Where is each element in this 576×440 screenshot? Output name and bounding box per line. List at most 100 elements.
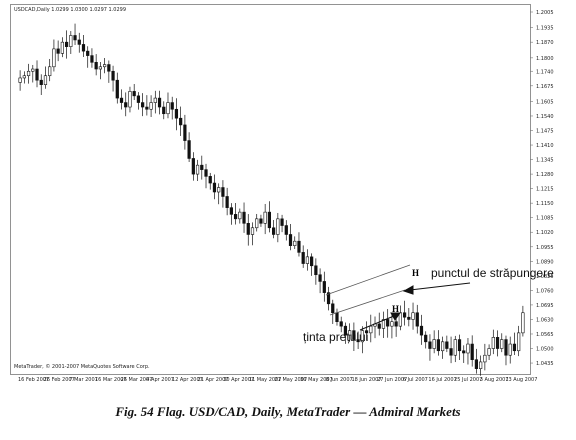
candle-body [470, 343, 474, 361]
candle-body [90, 55, 94, 63]
candle-body [242, 211, 246, 224]
y-tick-label: 1.1020 [536, 230, 554, 236]
candle-body [124, 102, 128, 108]
candle-body [183, 124, 187, 141]
candle-body [145, 106, 149, 110]
candle-body [179, 117, 183, 126]
y-tick-label: 1.0955 [536, 245, 554, 251]
candle-body [517, 332, 521, 352]
candle-body [457, 339, 462, 352]
candle-body [293, 240, 297, 246]
x-tick-label: 21 May 2007 [275, 377, 308, 383]
y-tick-label: 1.0760 [536, 288, 554, 294]
candle-body [352, 330, 356, 340]
candle-body [238, 211, 242, 220]
candle-body [331, 303, 335, 314]
copyright-note: MetaTrader, © 2001-2007 MetaQuotes Softw… [14, 363, 150, 370]
candle-body [170, 102, 174, 110]
candle-body [132, 91, 136, 97]
candles [18, 23, 525, 376]
y-tick-label: 1.0825 [536, 274, 554, 280]
candle-body [200, 164, 204, 170]
candle-body [267, 211, 271, 229]
candle-body [18, 77, 22, 83]
candle-body [288, 234, 293, 246]
candle-body [233, 214, 238, 220]
figure-caption: Fig. 54 Flag. USD/CAD, Daily, MetaTrader… [115, 404, 461, 419]
candle-body [157, 97, 162, 108]
flag-channel [325, 264, 411, 316]
candle-body [462, 350, 466, 354]
x-tick-label: 26 Feb 2007 [44, 377, 75, 383]
candle-body [217, 187, 221, 193]
candle-body [394, 321, 398, 327]
candle-body [322, 281, 326, 293]
symbol-header: USDCAD,Daily 1.0299 1.0300 1.0297 1.0299 [14, 7, 126, 13]
candle-body [103, 64, 107, 68]
candle-body [39, 79, 43, 85]
candle-body [343, 325, 348, 336]
candle-body [119, 97, 124, 103]
candle-body [491, 337, 495, 349]
y-tick-label: 1.1085 [536, 216, 554, 222]
candle-body [204, 169, 208, 177]
candle-body [73, 35, 77, 41]
candle-body [187, 140, 191, 159]
y-tick-label: 1.1935 [536, 26, 554, 32]
candle-body [348, 330, 352, 336]
plot-border [10, 4, 531, 375]
x-tick-label: 30 May 2007 [300, 377, 333, 383]
x-tick-label: 16 Jul 2007 [428, 377, 456, 383]
candle-body [60, 41, 64, 54]
candle-body [98, 66, 102, 70]
candle-body [310, 256, 314, 267]
candle-body [424, 334, 428, 343]
candle-body [43, 75, 48, 85]
y-axis: 1.2005 1.1935 1.1870 1.1800 1.1740 1.1675 1.16… [530, 10, 554, 367]
candle-body [411, 312, 415, 320]
candle-body [212, 182, 217, 193]
candle-body [364, 330, 369, 334]
flag-upper-line [325, 264, 411, 296]
candle-body [360, 330, 364, 343]
candle-body [390, 321, 394, 327]
y-tick-label: 1.0630 [536, 317, 554, 323]
y-tick-label: 1.0500 [536, 347, 554, 353]
candle-body [339, 321, 343, 327]
x-tick-label: 4 Apr 2007 [146, 377, 174, 383]
target-arrow [359, 312, 401, 331]
candle-body [495, 337, 500, 349]
candle-body [191, 158, 195, 175]
candle-body [445, 341, 449, 349]
candle-body [432, 339, 436, 349]
candle-body [402, 312, 407, 318]
candle-body [94, 62, 98, 70]
candle-body [521, 312, 525, 334]
candle-body [276, 218, 280, 235]
candle-body [107, 64, 111, 72]
candle-body [259, 218, 263, 224]
candle-body [512, 343, 517, 352]
x-tick-label: 16 Mar 2007 [95, 377, 127, 383]
candle-body [64, 41, 69, 47]
candle-body [381, 319, 386, 329]
y-tick-label: 1.2005 [536, 10, 554, 16]
candle-body [195, 164, 200, 175]
y-tick-label: 1.0695 [536, 303, 554, 309]
candle-body [335, 312, 339, 322]
flag-lower-line [329, 289, 406, 316]
x-tick-label: 7 Mar 2007 [69, 377, 98, 383]
x-tick-label: 8 Jun 2007 [326, 377, 353, 383]
candle-body [31, 68, 35, 72]
candle-body [48, 66, 52, 77]
candle-body [479, 361, 483, 369]
breakout-label: punctul de străpungere [431, 266, 554, 280]
target-label: ținta prețului [303, 330, 368, 344]
candle-body [466, 343, 470, 354]
y-tick-label: 1.1345 [536, 158, 554, 164]
candle-body [453, 339, 457, 356]
x-tick-label: 3 Aug 2007 [480, 377, 509, 383]
x-tick-label: 11 May 2007 [249, 377, 282, 383]
candle-body [272, 227, 276, 235]
y-tick-label: 1.1675 [536, 84, 554, 90]
